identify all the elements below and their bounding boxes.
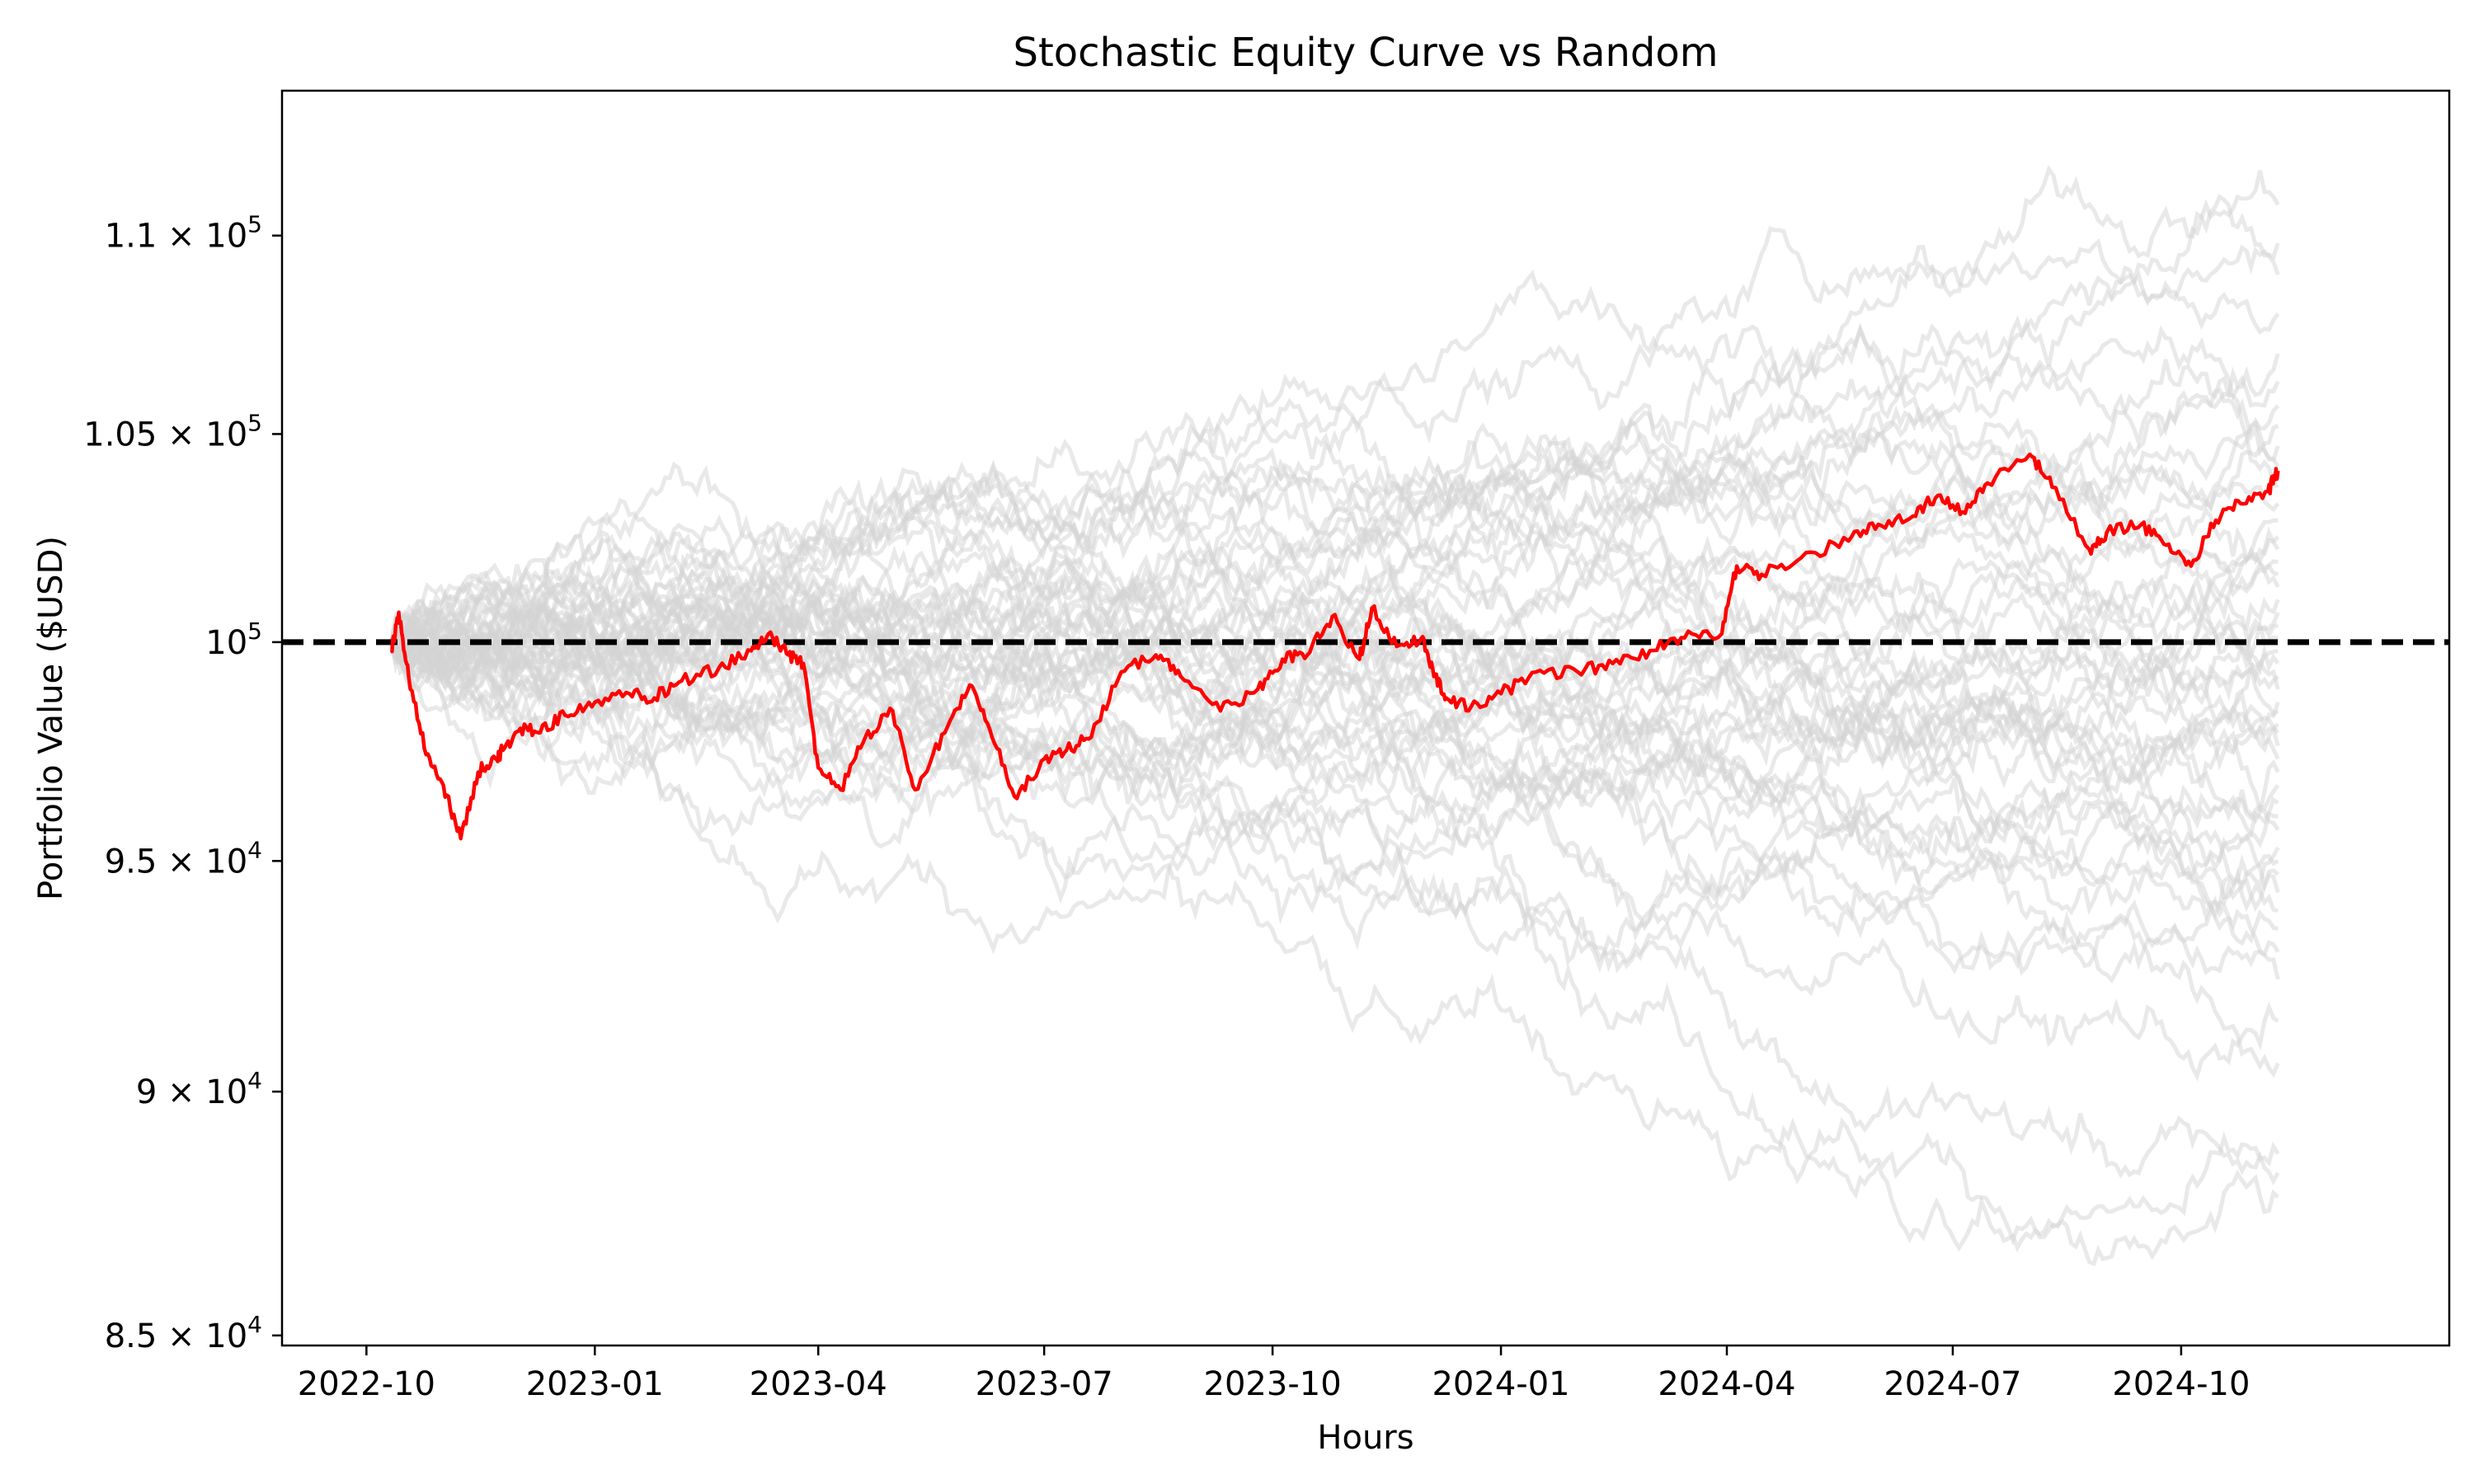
random-series-line [390, 629, 2280, 965]
plot-frame [280, 89, 2451, 1347]
y-tick-label: 1.05 × 105 [83, 409, 262, 453]
random-series-line [389, 402, 2280, 786]
y-tick-label: 105 [205, 618, 262, 662]
random-series-group [389, 164, 2280, 1266]
random-series-line [389, 599, 2279, 956]
x-tick-label: 2024-07 [1884, 1365, 2021, 1403]
x-tick-label: 2024-04 [1658, 1365, 1795, 1403]
y-tick-label: 9 × 104 [136, 1067, 262, 1111]
y-tick-label: 8.5 × 104 [105, 1311, 262, 1355]
random-series-line [390, 270, 2280, 707]
y-axis-label: Portfolio Value ($USD) [32, 536, 70, 900]
chart-title: Stochastic Equity Curve vs Random [1014, 30, 1719, 76]
x-axis: 2022-10 2023-01 2023-04 2023-07 2023-10 2024-… [298, 1345, 2250, 1403]
y-tick-label: 1.1 × 105 [105, 211, 262, 256]
random-series-line [389, 226, 2280, 693]
random-series-line [389, 634, 2280, 1247]
y-axis: 8.5 × 104 9 × 104 9.5 × 104 105 1.05 × 105 1.… [83, 211, 282, 1355]
random-series-line [390, 194, 2280, 722]
random-series-line [390, 387, 2279, 693]
x-tick-label: 2023-07 [976, 1365, 1113, 1403]
y-tick-label: 9.5 × 104 [105, 836, 262, 881]
x-axis-label: Hours [1317, 1419, 1413, 1457]
random-series-line [389, 552, 2279, 780]
x-tick-label: 2023-01 [526, 1365, 664, 1403]
random-series-line [390, 533, 2280, 1186]
random-series-line [389, 510, 2279, 703]
x-tick-label: 2024-10 [2112, 1365, 2250, 1403]
random-series-line [390, 624, 2280, 849]
random-series-line [391, 164, 2280, 707]
random-series-line [390, 439, 2280, 662]
x-tick-label: 2023-04 [750, 1365, 887, 1403]
random-series-line [389, 325, 2280, 664]
x-tick-label: 2022-10 [298, 1365, 435, 1403]
strategy-equity-line [389, 452, 2280, 841]
x-tick-label: 2024-01 [1432, 1365, 1569, 1403]
x-tick-label: 2023-10 [1204, 1365, 1342, 1403]
